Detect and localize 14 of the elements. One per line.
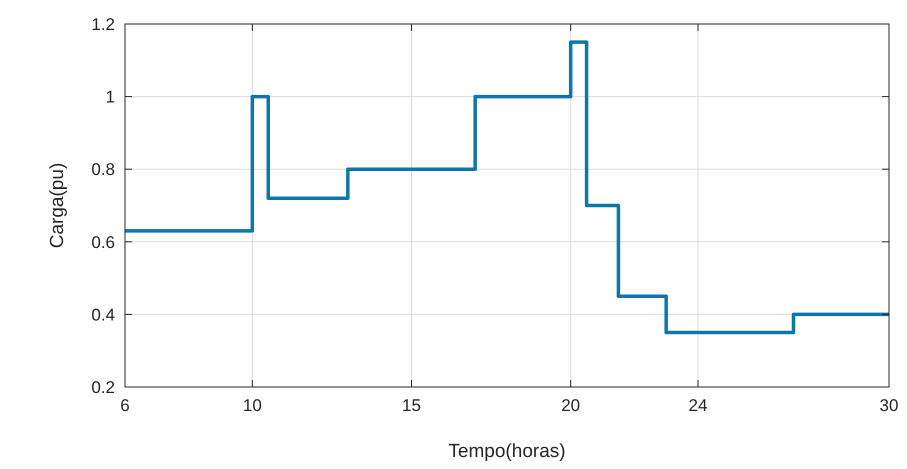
- x-tick-label: 6: [120, 396, 130, 415]
- y-tick-label: 0.6: [91, 232, 115, 252]
- y-axis-title: Carga(pu): [47, 162, 68, 248]
- y-tick-label: 0.2: [91, 378, 115, 397]
- x-tick-label: 10: [242, 396, 262, 415]
- y-tick-label: 1.2: [91, 15, 115, 34]
- x-axis-title: Tempo(horas): [448, 441, 566, 462]
- x-tick-label: 20: [561, 396, 580, 415]
- y-tick-label: 0.4: [91, 305, 115, 324]
- x-tick-label: 15: [402, 396, 421, 415]
- y-tick-label: 1: [106, 88, 115, 107]
- y-tick-label: 0.8: [91, 160, 115, 180]
- x-tick-label: 24: [688, 396, 708, 415]
- x-tick-label: 30: [880, 396, 898, 415]
